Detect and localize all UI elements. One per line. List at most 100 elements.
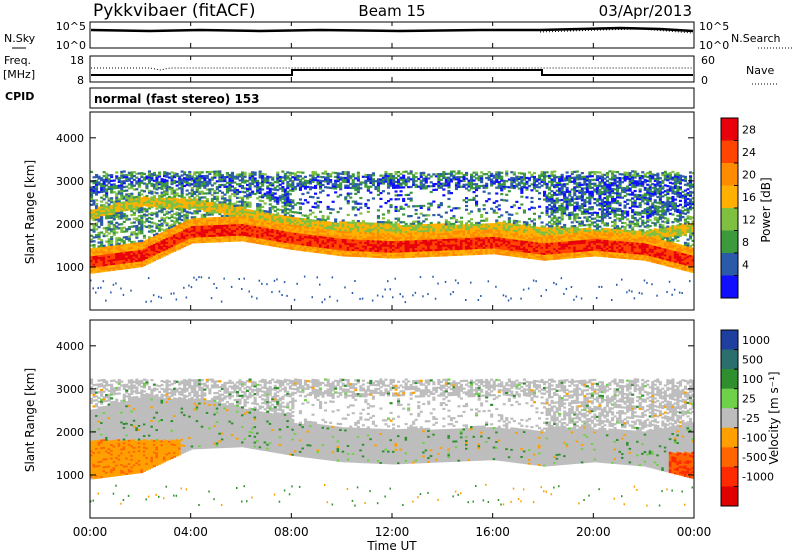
power-cell (293, 172, 297, 175)
power-cell (510, 236, 514, 240)
power-cell (152, 202, 156, 206)
power-cell (505, 193, 509, 196)
power-cell (273, 200, 277, 203)
power-cell (253, 185, 257, 188)
power-cell (424, 241, 428, 244)
power-cell (364, 245, 368, 248)
power-cell (251, 225, 255, 228)
power-cell (419, 249, 423, 252)
power-cell (334, 224, 338, 227)
power-cell (241, 179, 245, 182)
power-cell (223, 197, 227, 200)
power-cell (97, 218, 101, 221)
power-cell (381, 190, 385, 193)
power-cell (243, 228, 247, 231)
power-cell (329, 233, 333, 236)
power-cell (178, 241, 182, 244)
power-cell (336, 180, 340, 183)
power-cell (117, 250, 121, 253)
power-cell (409, 253, 413, 256)
power-cell (434, 237, 438, 240)
power-cell (130, 177, 134, 180)
power-cell (301, 241, 305, 244)
power-cell (505, 226, 509, 229)
power-cell (512, 223, 516, 226)
power-cell (213, 228, 217, 231)
power-cell (286, 198, 290, 201)
power-cell (185, 212, 189, 215)
power-cell (376, 248, 380, 251)
power-cell (137, 207, 141, 210)
power-cell (198, 233, 202, 236)
power-cell (459, 179, 463, 183)
power-noise-cell (112, 283, 115, 286)
power-cell (387, 221, 391, 224)
power-cell (248, 184, 252, 187)
power-cell (281, 193, 285, 196)
power-cell (152, 243, 156, 246)
power-cell (301, 225, 305, 228)
power-cell (404, 224, 408, 228)
power-cell (454, 234, 458, 237)
power-cell (185, 214, 189, 217)
power-cell (397, 246, 401, 249)
power-cell (241, 233, 245, 236)
power-cell (246, 203, 250, 206)
power-cell (414, 228, 418, 231)
power-cell (115, 186, 119, 190)
power-cell (397, 178, 401, 181)
power-cell (276, 241, 280, 244)
power-cell (379, 174, 383, 177)
power-cell (429, 249, 433, 252)
power-noise-cell (394, 277, 396, 280)
power-cell (470, 235, 474, 238)
power-cell (364, 239, 368, 242)
power-cell (293, 242, 297, 245)
power-cell (228, 199, 232, 202)
power-cell (208, 221, 212, 224)
power-cell (407, 240, 411, 243)
power-cell (100, 252, 104, 255)
power-cell (414, 236, 418, 239)
power-cell (135, 256, 139, 259)
power-cell (424, 218, 428, 221)
power-cell (198, 175, 202, 178)
power-cell (334, 179, 338, 182)
power-cell (193, 204, 197, 207)
power-cell (208, 213, 212, 216)
power-cell (152, 195, 156, 198)
power-cell (132, 211, 136, 214)
power-cell (236, 189, 240, 192)
power-cell (195, 237, 199, 240)
power-cell (308, 186, 312, 189)
power-cell (422, 224, 426, 227)
power-cell (341, 223, 345, 226)
power-cell (286, 204, 290, 207)
power-cell (376, 188, 380, 191)
power-cell (432, 233, 436, 236)
power-noise-cell (359, 297, 361, 300)
power-cell (376, 215, 380, 218)
power-cell (90, 259, 94, 263)
power-cell (314, 227, 318, 230)
power-cell (316, 227, 320, 230)
power-cell (512, 229, 516, 232)
power-cell (480, 235, 484, 238)
power-cell (90, 217, 94, 220)
power-cell (238, 229, 242, 232)
power-cell (175, 231, 179, 234)
power-cell (175, 219, 179, 222)
power-cell (188, 229, 192, 232)
power-cell (258, 211, 262, 214)
power-cell (152, 191, 156, 194)
power-cell (125, 199, 129, 202)
power-cell (487, 225, 491, 228)
power-cell (497, 181, 501, 184)
power-cell (132, 258, 136, 261)
power-cell (397, 219, 401, 222)
power-cell (454, 238, 458, 241)
power-cell (218, 205, 222, 208)
power-cell (225, 239, 229, 242)
power-cell (152, 187, 156, 190)
power-cell (95, 268, 99, 272)
